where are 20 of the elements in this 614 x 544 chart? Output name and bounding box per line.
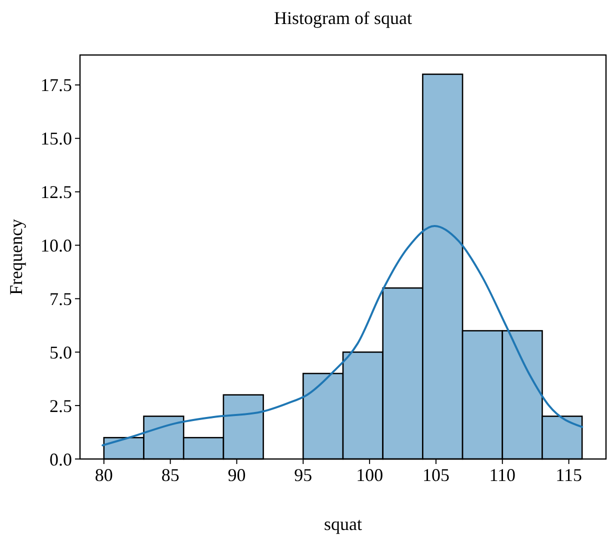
- x-tick-label: 95: [294, 465, 312, 485]
- chart-title: Histogram of squat: [274, 8, 412, 28]
- y-tick-label: 17.5: [40, 75, 72, 96]
- x-tick-label: 115: [556, 465, 582, 485]
- y-tick-label: 2.5: [50, 396, 72, 416]
- x-axis-title: squat: [324, 514, 362, 534]
- y-tick-label: 7.5: [50, 288, 72, 309]
- y-tick-label: 15.0: [40, 128, 72, 149]
- x-tick-label: 85: [161, 465, 180, 485]
- x-tick-label: 110: [489, 465, 516, 485]
- x-tick-label: 80: [94, 465, 113, 485]
- y-tick-label: 12.5: [40, 182, 72, 202]
- y-tick-label: 0.0: [50, 449, 72, 470]
- y-axis-title: Frequency: [6, 219, 26, 295]
- y-tick-label: 5.0: [50, 342, 72, 362]
- y-tick-label: 10.0: [40, 236, 72, 256]
- x-tick-label: 90: [228, 465, 246, 485]
- line-series: [102, 225, 584, 446]
- x-tick-label: 105: [422, 465, 450, 485]
- x-tick-label: 100: [356, 465, 384, 485]
